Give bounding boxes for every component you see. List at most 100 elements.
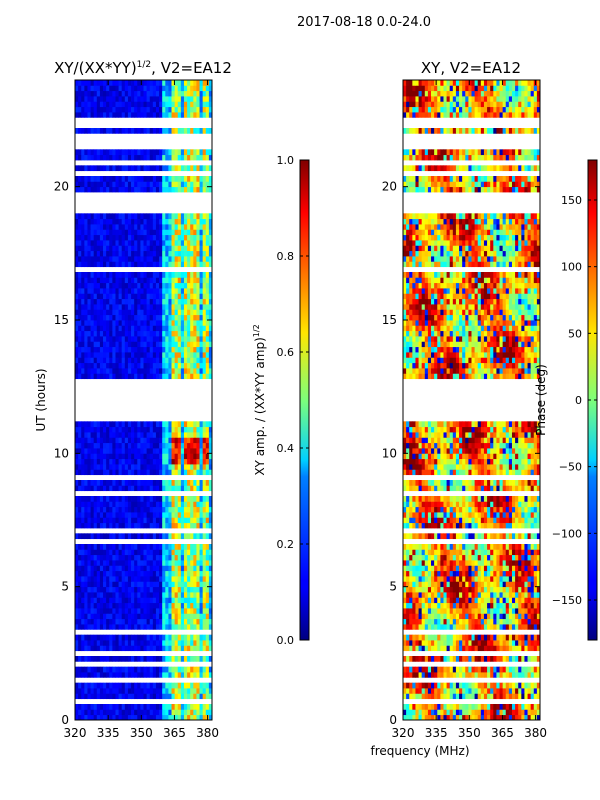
heatmap-cell [115,181,119,188]
heatmap-cell [118,90,123,97]
heatmap-cell [196,352,200,358]
heatmap-cell [415,640,419,646]
heatmap-cell [418,688,423,694]
heatmap-cell [152,224,157,230]
heatmap-cell [199,640,204,646]
heatmap-cell [533,693,538,700]
heatmap-cell [93,282,98,289]
heatmap-cell [493,704,497,710]
heatmap-cell [180,581,185,588]
heatmap-cell [96,426,101,433]
heatmap-cell [96,128,101,134]
heatmap-cell [78,288,82,294]
heatmap-cell [199,90,204,97]
heatmap-cell [143,469,148,476]
heatmap-cell [127,453,132,460]
heatmap-cell [103,666,107,673]
heatmap-cell [193,586,197,593]
heatmap-cell [493,693,497,700]
heatmap-cell [106,581,110,588]
heatmap-cell [180,533,185,540]
heatmap-cell [103,512,107,518]
heatmap-cell [152,570,157,577]
heatmap-cell [84,458,88,465]
heatmap-cell [196,325,200,332]
heatmap-cell [202,229,207,236]
heatmap-cell [134,709,138,716]
heatmap-cell [124,346,129,353]
heatmap-cell [168,645,172,652]
heatmap-cell [165,709,169,716]
heatmap-cell [90,672,95,678]
heatmap-cell [196,602,200,609]
heatmap-cell [131,448,135,454]
heatmap-cell [199,704,204,710]
heatmap-cell [159,101,163,108]
heatmap-cell [403,693,407,700]
heatmap-cell [112,234,116,241]
heatmap-cell [530,682,535,689]
heatmap-cell [530,714,535,720]
heatmap-cell [149,186,154,193]
heatmap-cell [78,320,82,326]
colorbar-tick-label: 0.6 [277,346,295,359]
heatmap-cell [155,581,160,588]
heatmap-cell [199,554,204,561]
heatmap-cell [199,442,204,449]
heatmap-cell [159,469,163,476]
heatmap-cell [118,560,123,566]
heatmap-cell [159,112,163,118]
heatmap-cell [152,501,157,508]
heatmap-cell [155,570,160,577]
heatmap-cell [511,586,516,593]
heatmap-cell [496,586,500,593]
heatmap-cell [103,288,107,294]
heatmap-cell [109,608,113,614]
heatmap-cell [205,437,210,444]
heatmap-cell [171,645,176,652]
heatmap-cell [171,533,176,540]
heatmap-cell [81,320,85,326]
heatmap-cell [87,368,91,374]
heatmap-cell [146,533,151,540]
heatmap-cell [536,581,540,588]
heatmap-cell [143,154,148,161]
heatmap-cell [208,624,212,630]
heatmap-cell [183,565,188,572]
heatmap-cell [87,90,91,97]
heatmap-cell [87,432,91,438]
heatmap-cell [112,586,116,593]
heatmap-cell [118,421,123,428]
heatmap-cell [521,602,525,609]
heatmap-cell [87,576,91,582]
heatmap-cell [468,624,472,630]
heatmap-cell [424,672,429,678]
heatmap-cell [78,224,82,230]
heatmap-cell [208,245,212,252]
heatmap-cell [99,240,104,246]
heatmap-cell [109,282,113,289]
heatmap-cell [78,304,82,310]
heatmap-cell [502,586,507,593]
heatmap-cell [202,218,207,225]
heatmap-cell [96,544,101,550]
heatmap-cell [124,618,129,625]
heatmap-cell [118,373,123,380]
heatmap-cell [180,245,185,252]
heatmap-cell [427,682,432,689]
heatmap-cell [208,506,212,513]
heatmap-cell [106,250,110,257]
heatmap-cell [208,325,212,332]
heatmap-cell [112,432,116,438]
heatmap-cell [424,581,429,588]
heatmap-cell [462,645,466,652]
heatmap-cell [118,341,123,348]
heatmap-cell [146,597,151,604]
heatmap-cell [75,565,79,572]
heatmap-cell [103,256,107,262]
heatmap-cell [162,448,166,454]
heatmap-cell [162,229,166,236]
heatmap-cell [81,293,85,300]
heatmap-cell [87,608,91,614]
heatmap-cell [103,240,107,246]
